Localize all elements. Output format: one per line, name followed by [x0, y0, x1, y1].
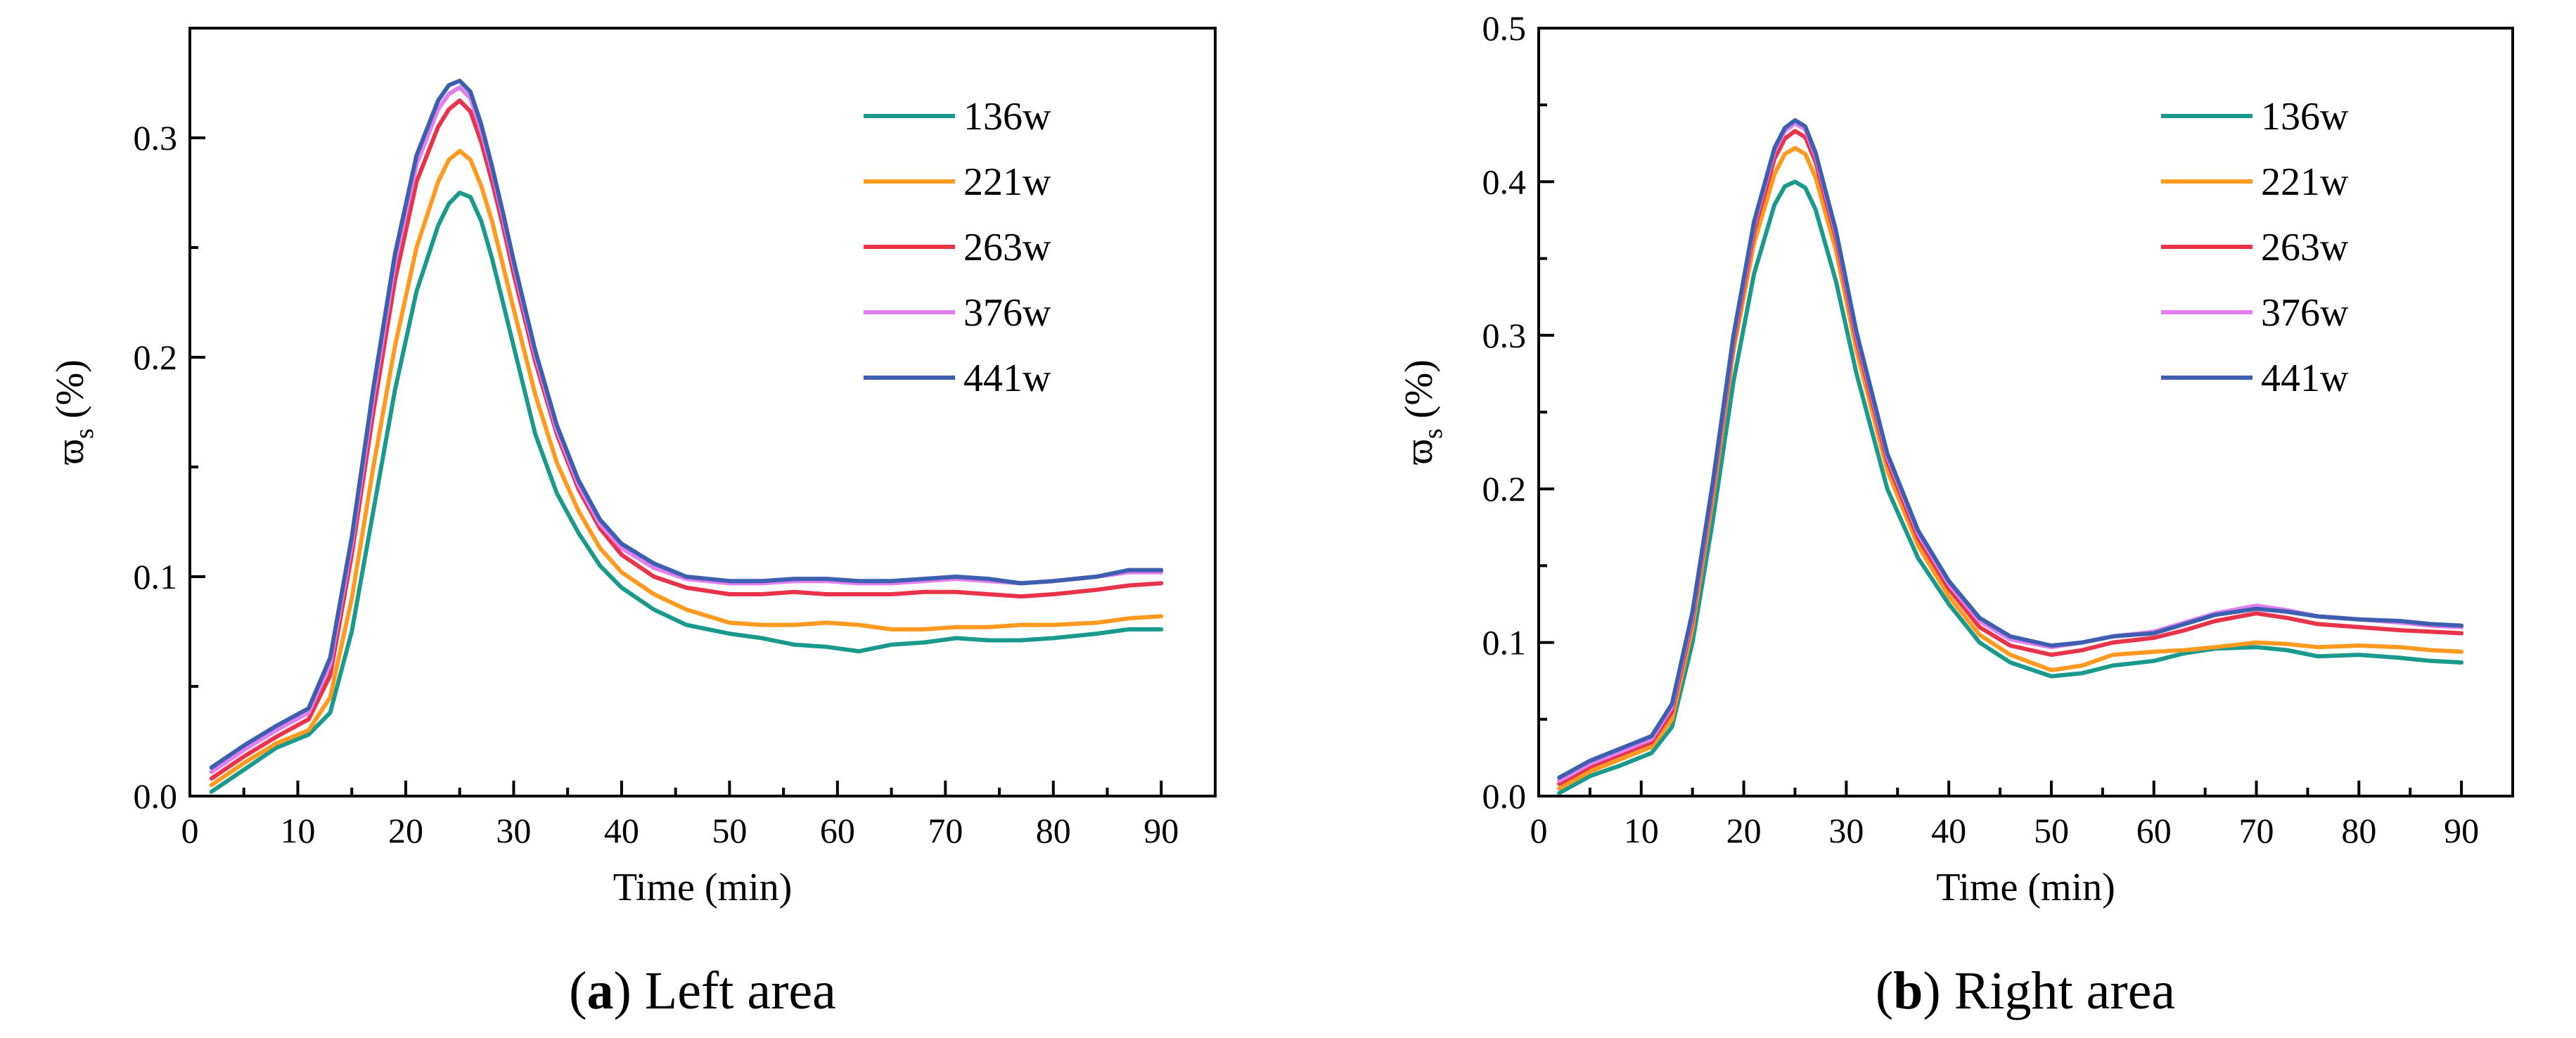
x-tick-label: 20 — [388, 811, 423, 850]
x-tick-label: 30 — [1828, 811, 1864, 850]
x-tick-label: 0 — [181, 811, 199, 850]
legend-label: 441w — [2261, 357, 2349, 400]
y-tick-label: 0.2 — [134, 338, 178, 377]
x-tick-label: 80 — [1036, 811, 1071, 850]
y-axis-title: ϖs (%) — [1397, 359, 1448, 465]
x-tick-label: 50 — [712, 811, 747, 850]
x-axis: 0 10 20 30 40 50 60 70 80 90 — [1530, 781, 2479, 850]
chart-panel-right: 0 10 20 30 40 50 60 70 80 90 0.0 0.1 0.2 0.3 0.4 0.5 Tim… — [1397, 8, 2514, 1020]
plot-frame — [188, 27, 1217, 797]
series-line-441w — [209, 78, 1164, 770]
legend-label: 221w — [2261, 160, 2349, 204]
y-tick-label: 0.0 — [1482, 776, 1527, 816]
panel-caption: (a) Left area — [569, 961, 836, 1020]
x-axis: 0 10 20 30 40 50 60 70 80 90 — [181, 781, 1179, 850]
caption-close: ) — [613, 961, 644, 1020]
caption-letter: a — [587, 961, 613, 1020]
legend: 136w 221w 263w 376w 441w — [864, 95, 1051, 400]
x-tick-label: 70 — [2239, 811, 2274, 850]
y-axis-unit: (%) — [1397, 359, 1441, 428]
x-tick-label: 90 — [2444, 811, 2479, 850]
y-axis-title: ϖs (%) — [49, 359, 99, 465]
x-axis-title: Time (min) — [613, 866, 793, 909]
y-axis-subscript: s — [1418, 428, 1448, 439]
series-line-136w — [1557, 179, 2464, 795]
x-tick-label: 50 — [2034, 811, 2069, 850]
series-group — [1557, 118, 2464, 795]
y-tick-label: 0.3 — [1482, 316, 1527, 355]
x-tick-label: 40 — [604, 811, 639, 850]
legend: 136w 221w 263w 376w 441w — [2161, 95, 2349, 400]
y-tick-label: 0.4 — [1482, 162, 1527, 201]
x-tick-label: 20 — [1726, 811, 1762, 850]
y-axis-subscript: s — [70, 428, 99, 439]
x-tick-label: 30 — [496, 811, 531, 850]
series-line-136w — [209, 191, 1164, 794]
y-tick-label: 0.1 — [134, 557, 178, 596]
x-tick-label: 10 — [1624, 811, 1659, 850]
legend-label: 221w — [963, 160, 1051, 204]
series-line-221w — [209, 148, 1164, 788]
y-tick-label: 0.1 — [1482, 623, 1527, 662]
panel-caption: (b) Right area — [1876, 961, 2175, 1020]
x-tick-label: 10 — [280, 811, 315, 850]
x-tick-label: 40 — [1931, 811, 1966, 850]
y-tick-label: 0.0 — [134, 776, 178, 816]
legend-label: 376w — [963, 291, 1051, 335]
caption-text: Right area — [1954, 961, 2175, 1020]
caption-open: ( — [569, 961, 587, 1020]
y-tick-label: 0.3 — [134, 118, 178, 158]
caption-open: ( — [1876, 961, 1893, 1020]
series-line-441w — [1557, 118, 2464, 780]
y-axis-symbol: ϖ — [1397, 439, 1441, 465]
y-axis-unit: (%) — [49, 359, 92, 428]
legend-label: 441w — [963, 357, 1051, 400]
series-line-376w — [1557, 121, 2464, 783]
x-tick-label: 90 — [1143, 811, 1179, 850]
legend-label: 136w — [2261, 95, 2349, 139]
y-axis: 0.0 0.1 0.2 0.3 0.4 0.5 — [1482, 8, 1554, 816]
x-tick-label: 70 — [928, 811, 963, 850]
x-tick-label: 0 — [1530, 811, 1548, 850]
x-axis-title: Time (min) — [1936, 866, 2115, 909]
y-axis: 0.0 0.1 0.2 0.3 — [134, 118, 205, 816]
x-tick-label: 60 — [820, 811, 855, 850]
y-tick-label: 0.2 — [1482, 469, 1527, 508]
legend-label: 263w — [963, 226, 1051, 269]
x-tick-label: 60 — [2136, 811, 2172, 850]
legend-label: 136w — [963, 95, 1051, 139]
legend-label: 263w — [2261, 226, 2349, 269]
caption-text: Left area — [645, 961, 836, 1020]
series-group — [209, 78, 1164, 794]
x-tick-label: 80 — [2341, 811, 2376, 850]
caption-letter: b — [1893, 961, 1923, 1020]
caption-close: ) — [1923, 961, 1954, 1020]
y-tick-label: 0.5 — [1482, 8, 1527, 48]
y-axis-symbol: ϖ — [49, 439, 92, 465]
legend-label: 376w — [2261, 291, 2349, 335]
chart-panel-left: 0 10 20 30 40 50 60 70 80 90 0.0 0.1 0.2 0.3 Time (min… — [49, 27, 1217, 1020]
